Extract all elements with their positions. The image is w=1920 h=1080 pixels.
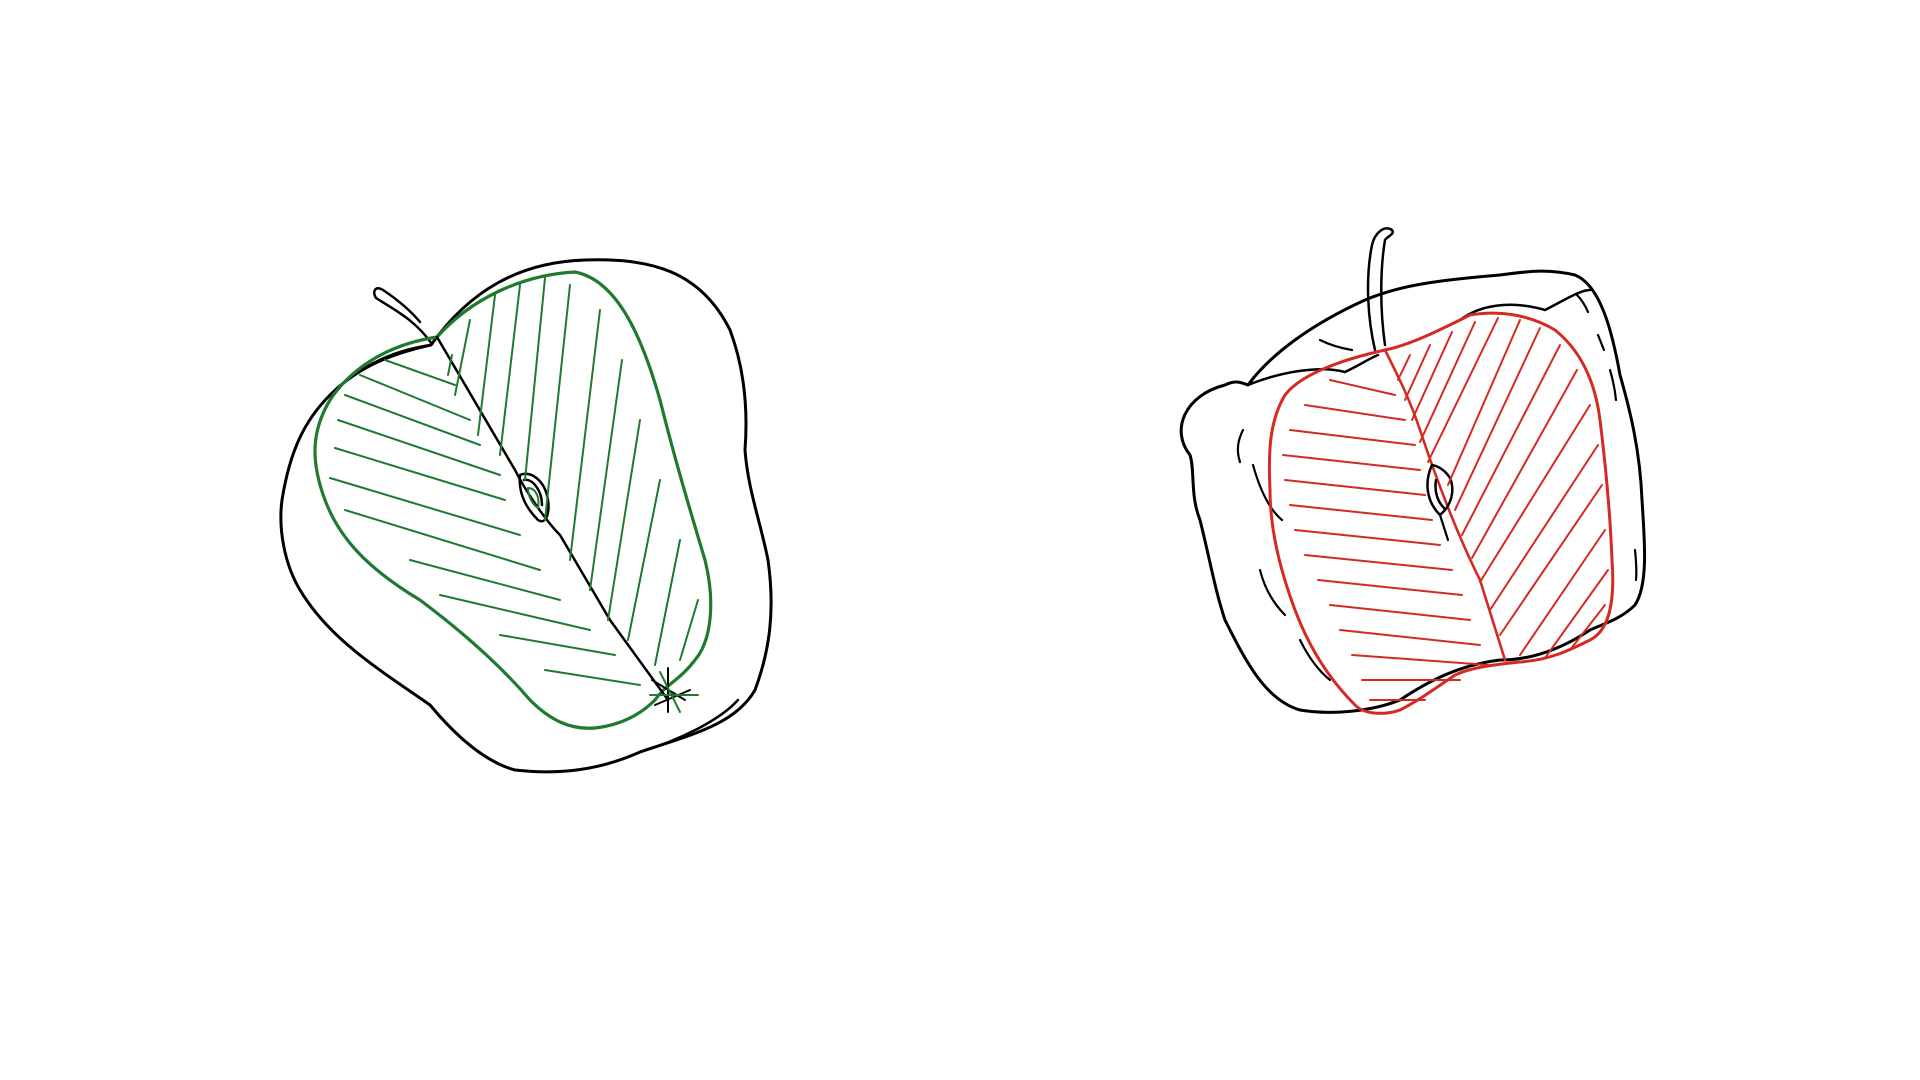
pepper-left-bump (1246, 353, 1380, 387)
pepper-surface-marks (1236, 293, 1638, 682)
green-leaf-outline (313, 270, 713, 730)
pepper-stem (1366, 227, 1394, 352)
apple-rim (638, 698, 740, 754)
apple-stem (373, 287, 434, 346)
pepper-sketch (1179, 227, 1647, 715)
red-leaf-outline (1267, 311, 1615, 715)
apple-sketch (279, 258, 773, 774)
green-leaf-seed (518, 472, 550, 523)
red-leaf-midrib (1383, 348, 1507, 662)
pepper-right-bump (1458, 288, 1592, 322)
red-leaf-seed (1426, 463, 1454, 517)
red-leaf-hatching-left (1282, 379, 1489, 701)
green-leaf-tip-color (649, 671, 699, 713)
red-leaf-hatching-right (1397, 317, 1609, 659)
green-leaf-hatching-left (329, 359, 641, 686)
red-leaf-seed-line (1438, 513, 1450, 542)
green-leaf-midrib (435, 335, 670, 702)
green-leaf-tip (651, 667, 691, 713)
pepper-outline (1179, 269, 1647, 714)
green-leaf-hatching-right (447, 277, 699, 666)
green-leaf-seed-inner (527, 487, 540, 509)
